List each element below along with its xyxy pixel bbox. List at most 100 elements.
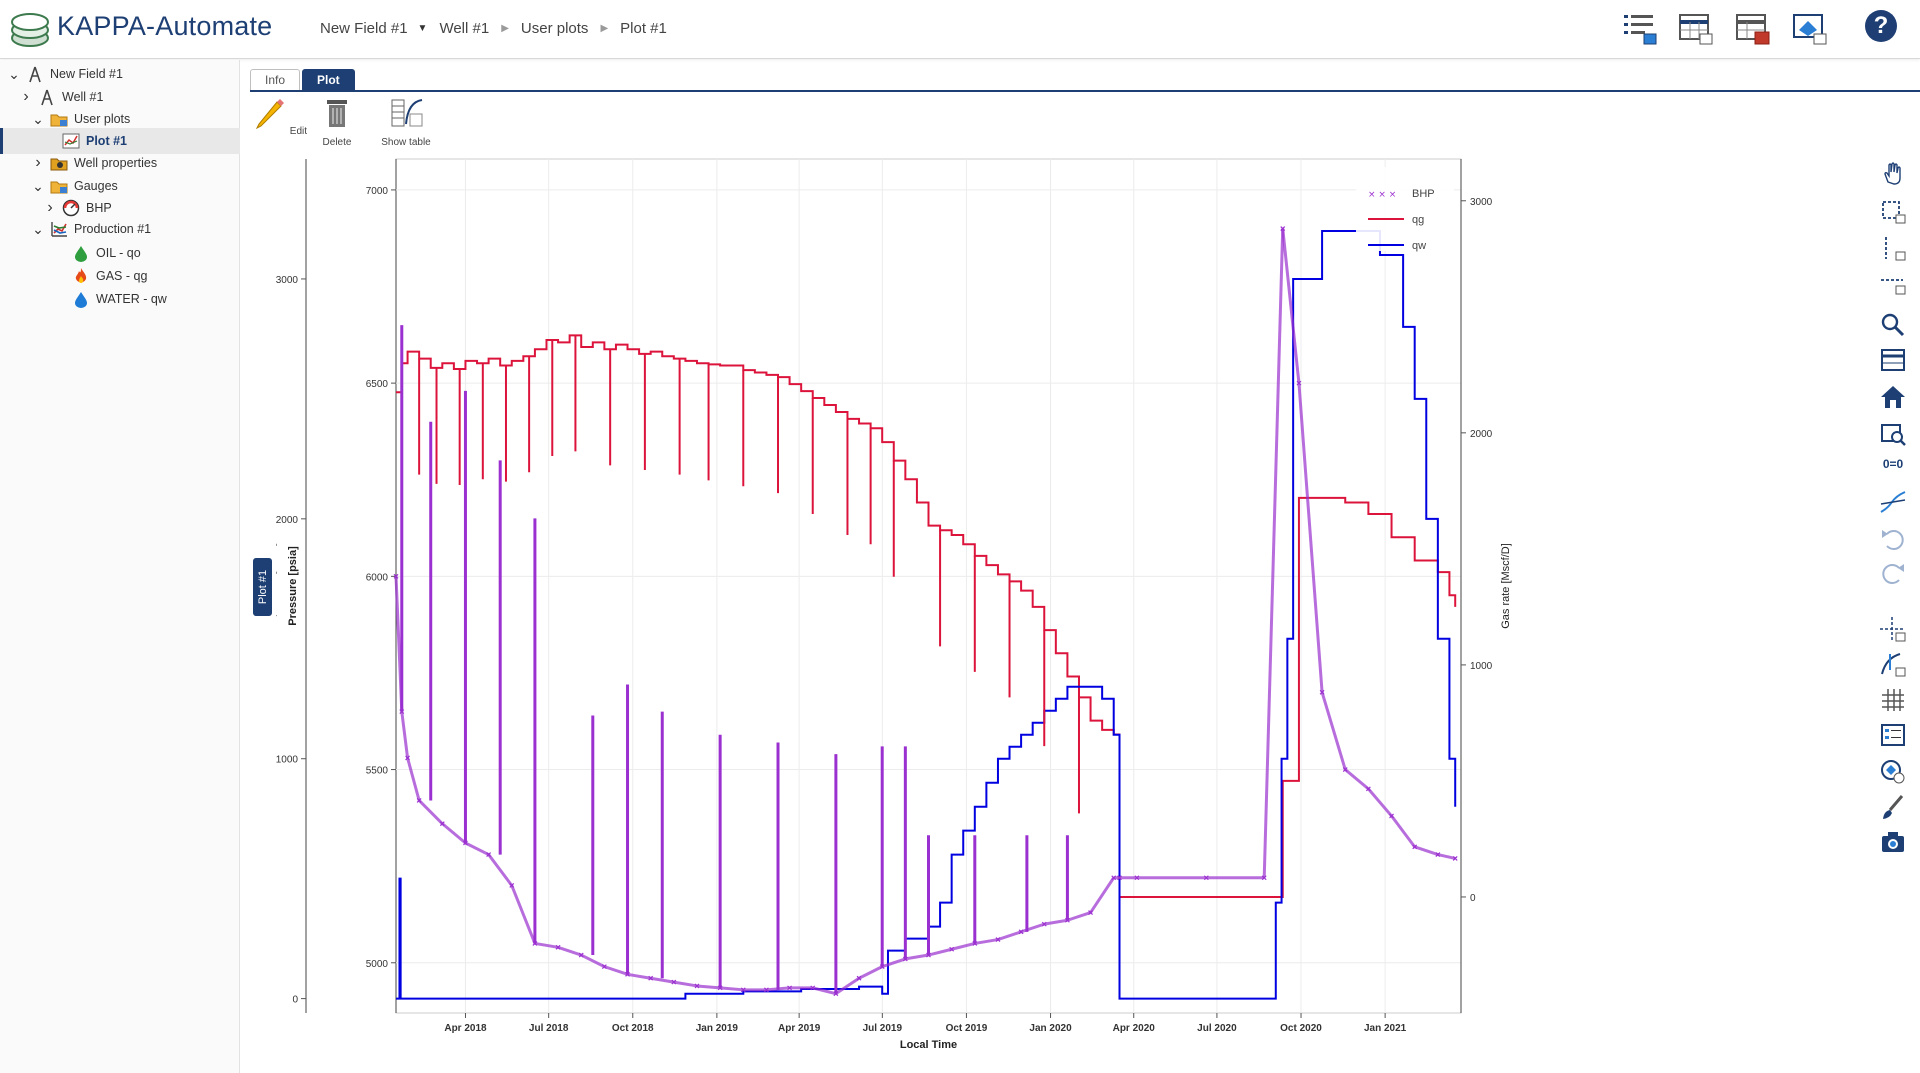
zero-origin-button[interactable]: 0=0: [1882, 457, 1904, 471]
production-plot[interactable]: Apr 2018 Jul 2018 Oct 2018 Jan 2019 Apr 2019…: [276, 155, 1826, 1073]
folder-icon: [50, 181, 68, 194]
legend-label[interactable]: qw: [1412, 240, 1426, 252]
liquid-tick-label: 2000: [276, 515, 298, 526]
tree-item-new-field-1[interactable]: ⌄ New Field #1: [0, 61, 240, 87]
tree-item-plot-1[interactable]: Plot #1: [0, 128, 240, 154]
tree-item-label: GAS - qg: [96, 269, 148, 283]
x-axis-title: Local Time: [900, 1039, 957, 1051]
pressure-tick-label: 7000: [366, 186, 389, 197]
x-range-select-icon[interactable]: [1878, 234, 1908, 262]
x-tick-label: Jul 2018: [529, 1023, 569, 1034]
bhp-trend-segment: [1437, 853, 1456, 860]
bhp-trend-segment: [673, 980, 698, 988]
tree-item-label: OIL - qo: [96, 246, 141, 260]
pressure-tick-label: 5000: [366, 959, 389, 970]
tree-item-label: Gauges: [74, 179, 118, 193]
expand-chevron-icon[interactable]: ⌄: [32, 111, 44, 127]
breadcrumb-field[interactable]: New Field #1: [320, 20, 408, 37]
x-tick-label: Jan 2021: [1364, 1023, 1407, 1034]
x-tick-label: Jul 2019: [863, 1023, 903, 1034]
tree-item-well-1[interactable]: › Well #1: [0, 84, 240, 110]
crosshair-icon[interactable]: [1878, 615, 1908, 643]
expand-chevron-icon[interactable]: ⌄: [32, 221, 44, 237]
pan-icon[interactable]: [1878, 160, 1908, 188]
pressure-tick-label: 5500: [366, 766, 389, 777]
home-icon[interactable]: [1878, 383, 1908, 411]
tree-item-label: Well #1: [62, 90, 104, 104]
delete-label: Delete: [322, 137, 352, 148]
tree-item-gauges[interactable]: ⌄ Gauges: [0, 173, 240, 199]
tree-item-production-1[interactable]: ⌄ Production #1: [0, 216, 240, 242]
edit-button[interactable]: Edit: [251, 96, 307, 137]
expand-chevron-icon[interactable]: ⌄: [8, 66, 20, 82]
zoom-icon[interactable]: [1878, 310, 1908, 338]
series-bhp: [393, 226, 1458, 997]
grid-icon[interactable]: [1878, 685, 1908, 713]
bhp-trend-segment: [487, 853, 513, 887]
bhp-trend-segment: [1089, 876, 1115, 914]
breadcrumb-well[interactable]: Well #1: [439, 20, 490, 37]
tab-info[interactable]: Info: [250, 69, 301, 90]
tab-underline: [250, 90, 1920, 92]
properties-icon: [50, 158, 68, 171]
y-range-select-icon[interactable]: [1878, 272, 1908, 300]
plot-side-tab[interactable]: Plot #1: [253, 558, 272, 616]
bhp-trend-segment: [1281, 228, 1301, 384]
expand-chevron-icon[interactable]: ⌄: [32, 178, 44, 194]
x-tick-label: Oct 2020: [1280, 1023, 1322, 1034]
breadcrumb-user-plots[interactable]: User plots: [520, 20, 589, 37]
box-select-icon[interactable]: [1878, 197, 1908, 225]
table-grid-icon[interactable]: [1676, 10, 1716, 48]
pencil-icon: [255, 99, 284, 130]
camera-icon[interactable]: [1878, 827, 1908, 855]
undo-icon[interactable]: [1878, 524, 1908, 552]
brush-icon[interactable]: [1878, 793, 1908, 821]
list-settings-icon[interactable]: [1620, 10, 1660, 48]
legend-box: [1356, 167, 1454, 251]
bhp-trend-segment: [650, 976, 675, 984]
table-legend-icon[interactable]: [1878, 721, 1908, 749]
show-table-button[interactable]: Show table: [378, 96, 434, 148]
collapse-chevron-icon[interactable]: ›: [35, 154, 41, 171]
tab-plot[interactable]: Plot: [302, 69, 355, 90]
liquid-tick-label: 3000: [276, 275, 298, 286]
annotation-icon[interactable]: [1878, 650, 1908, 678]
collapse-chevron-icon[interactable]: ›: [23, 88, 29, 105]
bhp-trend-segment: [812, 986, 837, 996]
liquid-tick-label: 0: [292, 995, 298, 1006]
tree-item-well-properties[interactable]: › Well properties: [0, 150, 240, 176]
tree-item-bhp[interactable]: › BHP: [0, 195, 240, 221]
bhp-trend-segment: [627, 972, 651, 980]
bhp-trend-segment: [557, 945, 582, 957]
legend-label[interactable]: BHP: [1412, 188, 1435, 200]
bhp-trend-segment: [1320, 691, 1347, 770]
bhp-trend-segment: [1297, 383, 1324, 693]
tree-item-gas-qg[interactable]: GAS - qg: [0, 263, 240, 289]
breadcrumb-plot[interactable]: Plot #1: [620, 20, 667, 37]
production-icon: [51, 222, 67, 237]
tree-item-label: User plots: [74, 112, 131, 126]
x-tick-label: Oct 2018: [612, 1023, 654, 1034]
field-dropdown-icon[interactable]: ▼: [417, 23, 428, 34]
bhp-trend-segment: [406, 757, 421, 801]
project-tree: ⌄ New Field #1 › Well #1 ⌄ User plots Plot #1 ›…: [0, 60, 240, 1073]
plot-side-tab-label: Plot #1: [256, 569, 269, 605]
curve-icon[interactable]: [1878, 488, 1908, 516]
tree-item-user-plots[interactable]: ⌄ User plots: [0, 106, 240, 132]
tree-item-label: New Field #1: [50, 67, 123, 81]
bhp-trend-segment: [441, 822, 467, 845]
collapse-chevron-icon[interactable]: ›: [47, 199, 53, 216]
x-tick-label: Oct 2019: [946, 1023, 988, 1034]
tree-item-water-qw[interactable]: WATER - qw: [0, 286, 240, 312]
zoom-box-icon[interactable]: [1878, 346, 1908, 374]
help-button[interactable]: ?: [1865, 10, 1897, 42]
legend-label[interactable]: qg: [1412, 214, 1424, 226]
point-info-icon[interactable]: [1878, 757, 1908, 785]
zoom-fit-icon[interactable]: [1878, 419, 1908, 447]
table-edit-icon[interactable]: [1733, 10, 1773, 48]
tree-item-oil-qo[interactable]: OIL - qo: [0, 240, 240, 266]
delete-button[interactable]: Delete: [309, 96, 365, 148]
oil-drop-icon: [75, 246, 87, 262]
redo-icon[interactable]: [1878, 558, 1908, 586]
dashboard-icon[interactable]: [1790, 10, 1830, 48]
